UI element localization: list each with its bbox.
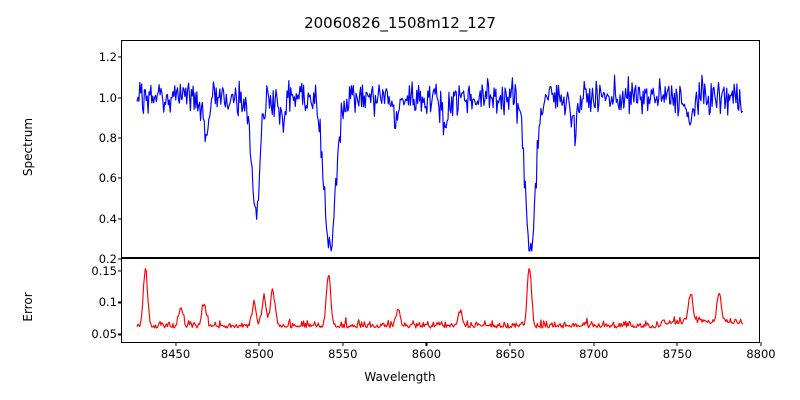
y-tick-label: 0.4 [98,211,117,226]
y-tick-label: 1.2 [98,50,117,65]
y-tick-label: 0.1 [98,295,117,310]
y-axis-label-error: Error [21,292,35,322]
x-tick-mark [593,342,595,346]
y-tick-label: 1.0 [98,90,117,105]
error-plot-area [136,267,744,329]
y-tick-label: 0.6 [98,171,117,186]
y-tick-mark [118,258,122,260]
spectrum-trace [136,74,744,252]
spectrum-plot-area [136,74,744,252]
x-tick-mark [676,342,678,346]
y-tick-mark [118,218,122,220]
x-tick-label: 8700 [579,347,609,361]
x-tick-label: 8550 [328,347,358,361]
y-tick-mark [118,137,122,139]
x-tick-label: 8600 [411,347,442,361]
y-tick-mark [118,333,122,335]
x-tick-label: 8500 [244,347,274,361]
y-tick-mark [118,56,122,58]
y-tick-label: 0.2 [98,252,117,266]
x-tick-mark [425,342,427,346]
x-tick-mark [509,342,511,346]
x-tick-label: 8450 [160,347,191,361]
y-tick-mark [118,177,122,179]
y-tick-label: 0.8 [98,130,117,145]
error-panel: 0.05 0.1 0.15 8450 8500 8550 8600 8650 8700 8750 8… [91,258,776,361]
error-trace [136,267,744,329]
spectrum-panel: 0.2 0.4 0.6 0.8 1.0 1.2 [99,40,760,266]
x-tick-mark [258,342,260,346]
x-axis-label: Wavelength [364,370,436,384]
x-tick-label: 8650 [495,347,525,361]
chart-title: 20060826_1508m12_127 [304,14,496,32]
y-tick-label: 0.05 [91,327,117,342]
y-tick-mark [118,96,122,99]
y-axis-label-spectrum: Spectrum [21,117,35,177]
y-tick-mark [118,301,122,303]
x-tick-mark [342,342,344,346]
x-tick-label: 8750 [662,347,692,361]
y-tick-label: 0.15 [91,263,117,278]
x-tick-mark [174,342,177,346]
x-tick-mark [760,342,762,346]
y-tick-mark [118,269,122,272]
x-tick-label: 8800 [746,347,776,361]
